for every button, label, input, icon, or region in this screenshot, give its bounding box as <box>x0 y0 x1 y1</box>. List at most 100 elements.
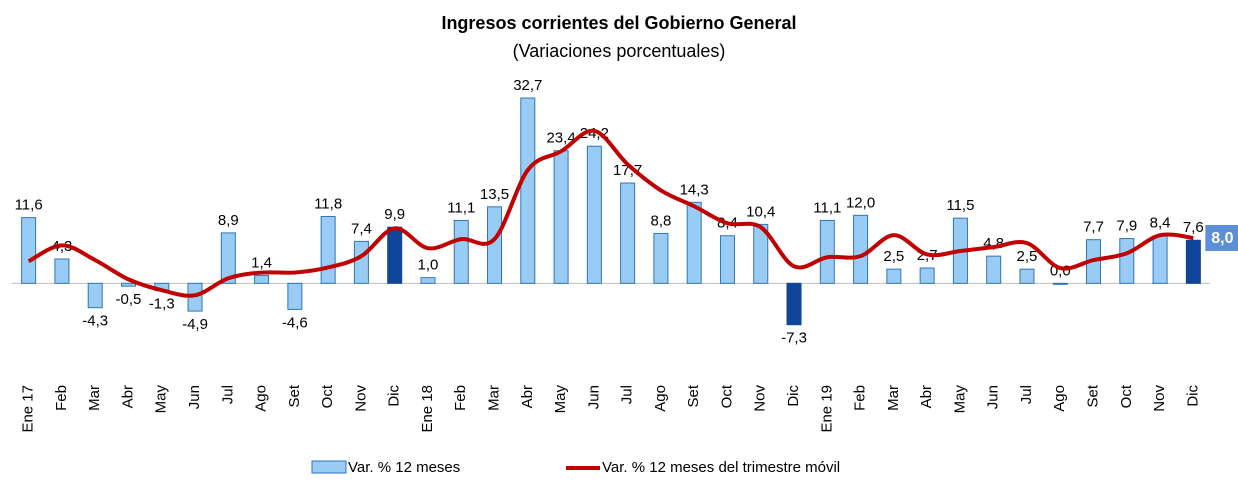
data-label: 14,3 <box>680 181 709 198</box>
x-tick-label: Set <box>1084 384 1101 407</box>
x-tick-label: May <box>153 385 170 414</box>
bar <box>919 267 935 284</box>
data-label: 7,6 <box>1183 219 1204 236</box>
data-label: -4,6 <box>282 314 308 331</box>
x-tick-label: Set <box>685 384 702 407</box>
data-label: 11,5 <box>946 197 974 214</box>
data-label: 1,4 <box>251 254 272 271</box>
data-label: 17,7 <box>613 162 642 179</box>
data-label: 11,1 <box>447 199 475 216</box>
x-tick-label: May <box>552 385 569 414</box>
bar <box>620 182 636 284</box>
line <box>27 128 1194 298</box>
chart-subtitle: (Variaciones porcentuales) <box>513 41 726 61</box>
data-label: 7,4 <box>351 220 372 237</box>
bar <box>87 282 103 309</box>
data-label: 10,4 <box>746 203 775 220</box>
data-label: 8,9 <box>218 212 239 229</box>
bar <box>387 226 403 284</box>
data-label: -4,9 <box>182 316 208 333</box>
x-tick-label: Ene 18 <box>419 385 436 433</box>
data-label: 2,5 <box>1017 248 1038 265</box>
chart-title: Ingresos corrientes del Gobierno General <box>441 13 796 33</box>
x-tick-label: May <box>951 385 968 414</box>
bar <box>287 282 303 310</box>
x-tick-label: Abr <box>519 385 536 408</box>
x-tick-label: Jul <box>1018 385 1035 404</box>
bar <box>220 232 236 284</box>
bar <box>420 277 436 284</box>
x-tick-label: Ene 17 <box>20 385 37 433</box>
bar <box>653 232 669 284</box>
x-tick-label: Mar <box>86 385 103 411</box>
x-tick-label: Nov <box>1151 385 1168 412</box>
x-tick-label: Oct <box>319 384 336 408</box>
bar <box>586 145 602 284</box>
x-tick-label: Ago <box>652 385 669 412</box>
x-tick-label: Jul <box>619 385 636 404</box>
x-tick-label: Jul <box>219 385 236 404</box>
bar <box>719 235 735 284</box>
data-label: 24,2 <box>580 125 609 142</box>
x-tick-label: Mar <box>485 385 502 411</box>
data-label: 32,7 <box>513 77 542 94</box>
data-label: -0,5 <box>116 291 142 308</box>
data-label: -7,3 <box>781 330 807 347</box>
x-tick-label: Set <box>286 384 303 407</box>
data-label: 11,1 <box>813 199 841 216</box>
x-tick-label: Oct <box>718 384 735 408</box>
x-tick-label: Dic <box>785 385 802 407</box>
data-label: -4,3 <box>82 313 108 330</box>
x-tick-label: Oct <box>1118 384 1135 408</box>
data-label: 23,4 <box>546 130 575 147</box>
data-label: 9,9 <box>384 206 405 223</box>
bar <box>320 215 336 284</box>
data-label: 11,8 <box>314 195 342 212</box>
bar <box>853 214 869 284</box>
bar <box>886 268 902 284</box>
bar <box>353 240 369 284</box>
x-tick-label: Feb <box>852 385 869 411</box>
data-label: 7,9 <box>1116 218 1137 235</box>
x-tick-label: Jun <box>585 385 602 409</box>
x-tick-label: Abr <box>119 385 136 408</box>
data-label: 13,5 <box>480 186 509 203</box>
x-tick-label: Ago <box>253 385 270 412</box>
bar <box>786 282 802 326</box>
bar <box>21 217 37 284</box>
bar <box>753 223 769 284</box>
legend-label: Var. % 12 meses <box>348 459 460 476</box>
x-tick-label: Dic <box>1184 385 1201 407</box>
x-tick-label: Feb <box>53 385 70 411</box>
bar <box>54 258 70 284</box>
x-tick-label: Dic <box>386 385 403 407</box>
x-tick-label: Nov <box>752 385 769 412</box>
x-tick-label: Abr <box>918 385 935 408</box>
data-label: 7,7 <box>1083 219 1104 236</box>
x-tick-label: Jun <box>186 385 203 409</box>
x-tick-label: Mar <box>885 385 902 411</box>
data-label: 12,0 <box>846 194 875 211</box>
bar <box>453 219 469 284</box>
bar <box>819 219 835 284</box>
bar <box>1019 268 1035 284</box>
bar <box>1185 239 1201 284</box>
x-tick-label: Ene 19 <box>818 385 835 433</box>
bar <box>986 255 1002 284</box>
bar <box>1119 238 1135 284</box>
bar <box>254 274 270 284</box>
bar <box>553 150 569 284</box>
legend-swatch-bar <box>311 460 347 474</box>
x-tick-label: Nov <box>352 385 369 412</box>
x-tick-label: Feb <box>452 385 469 411</box>
bar <box>487 206 503 284</box>
bar <box>1152 235 1168 284</box>
data-label: 8,0 <box>1211 230 1233 247</box>
bar <box>520 97 536 284</box>
data-label: 8,4 <box>1150 215 1171 232</box>
data-label: 2,5 <box>883 248 904 265</box>
data-label: 1,0 <box>418 257 439 274</box>
data-label: 11,6 <box>15 197 43 214</box>
